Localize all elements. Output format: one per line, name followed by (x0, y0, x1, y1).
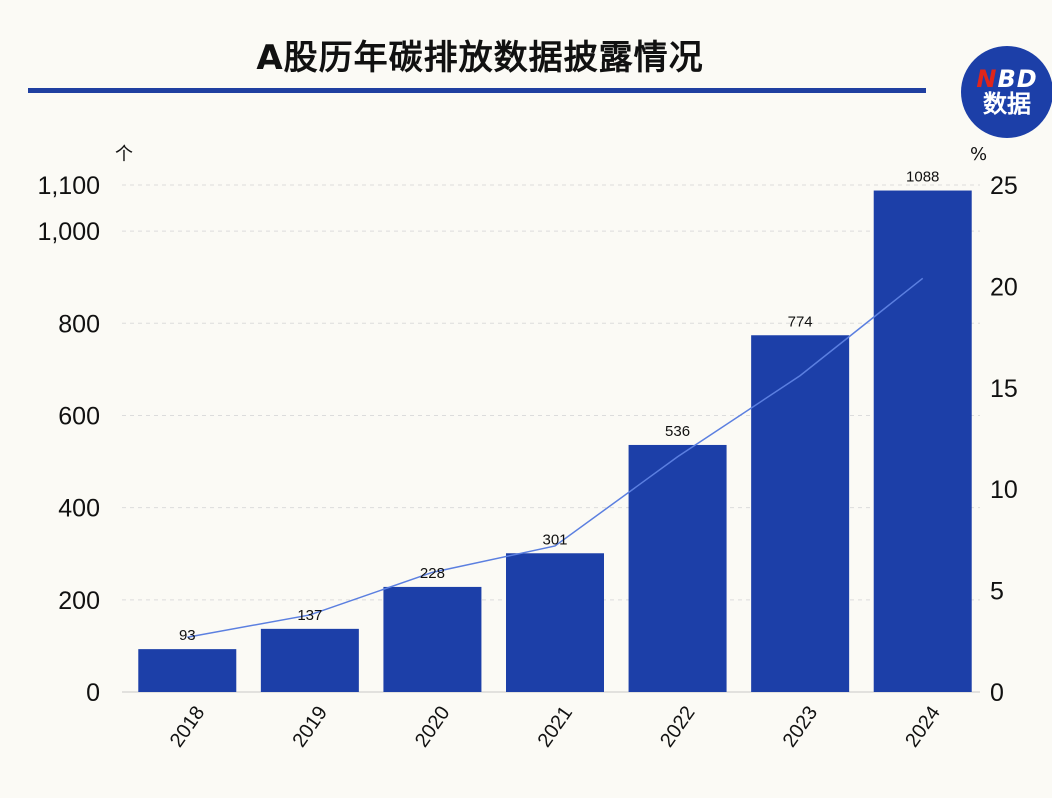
bar (628, 444, 727, 692)
bar-value-label: 93 (179, 627, 196, 644)
y-right-unit: % (970, 144, 987, 165)
y-right-tick-label: 5 (990, 578, 1004, 606)
title-underline (28, 88, 926, 93)
x-tick-label: 2023 (779, 702, 823, 751)
percentage-line (187, 277, 924, 638)
y-left-tick-label: 600 (58, 402, 100, 430)
logo-text-nbd: NBD (976, 64, 1038, 93)
y-left-unit: 个 (115, 144, 133, 165)
bar (260, 628, 359, 692)
x-tick-label: 2019 (288, 702, 332, 751)
y-right-tick-label: 10 (990, 476, 1018, 504)
y-left-tick-label: 200 (58, 587, 100, 615)
y-left-tick-label: 400 (58, 495, 100, 523)
x-tick-label: 2018 (166, 702, 210, 751)
x-tick-label: 2024 (901, 702, 945, 751)
bar (138, 649, 237, 692)
y-right-tick-label: 20 (990, 273, 1018, 301)
x-tick-label: 2021 (534, 702, 578, 751)
bar-value-label: 137 (297, 607, 322, 624)
bar-value-label: 774 (788, 313, 813, 330)
chart-title: A股历年碳排放数据披露情况 (256, 38, 704, 78)
y-left-tick-label: 1,100 (37, 172, 100, 200)
logo-text-data: 数据 (983, 90, 1031, 118)
x-tick-label: 2022 (656, 702, 700, 751)
bar (751, 335, 850, 692)
y-left-tick-label: 1,000 (37, 218, 100, 246)
y-right-tick-label: 15 (990, 375, 1018, 403)
nbd-logo: NBD 数据 (961, 46, 1052, 138)
y-right-tick-label: 0 (990, 679, 1004, 707)
y-right-tick-label: 25 (990, 172, 1018, 200)
bar-value-label: 536 (665, 423, 690, 440)
bar-value-label: 1088 (906, 169, 939, 186)
bar-value-label: 228 (420, 565, 445, 582)
bar (506, 553, 604, 692)
bar-value-label: 301 (542, 531, 567, 548)
bar (873, 190, 972, 692)
bar (383, 586, 482, 692)
x-tick-label: 2020 (411, 702, 455, 751)
y-left-tick-label: 800 (58, 310, 100, 338)
y-left-tick-label: 0 (86, 679, 100, 707)
